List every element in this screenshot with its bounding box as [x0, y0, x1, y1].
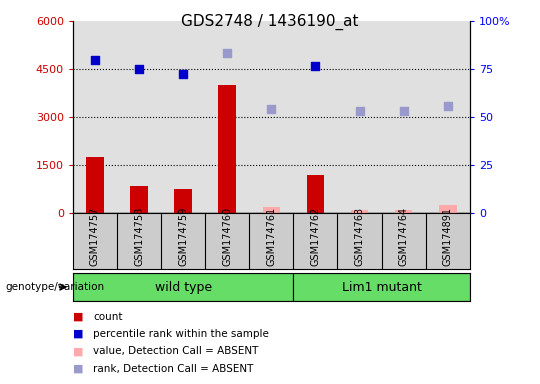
Bar	[439, 205, 456, 213]
Bar	[86, 157, 104, 213]
Text: GSM174764: GSM174764	[399, 207, 409, 266]
Point	[179, 71, 187, 77]
Point	[135, 66, 144, 72]
Text: GSM174760: GSM174760	[222, 207, 232, 266]
Text: GSM174758: GSM174758	[134, 207, 144, 266]
Bar	[395, 210, 413, 213]
Text: ■: ■	[73, 329, 83, 339]
Point	[311, 63, 320, 69]
Text: GSM174759: GSM174759	[178, 207, 188, 266]
Text: GSM174891: GSM174891	[443, 207, 453, 266]
Text: genotype/variation: genotype/variation	[5, 282, 105, 292]
Point	[399, 108, 408, 114]
Point	[443, 103, 452, 109]
Text: value, Detection Call = ABSENT: value, Detection Call = ABSENT	[93, 346, 259, 356]
Bar	[218, 85, 236, 213]
Text: wild type: wild type	[154, 281, 212, 293]
Bar	[293, 273, 470, 301]
Bar	[307, 175, 324, 213]
Bar	[351, 210, 368, 213]
Bar	[130, 186, 148, 213]
Point	[355, 108, 364, 114]
Bar	[262, 207, 280, 213]
Text: ■: ■	[73, 346, 83, 356]
Bar	[73, 273, 293, 301]
Text: GSM174762: GSM174762	[310, 207, 320, 266]
Text: GSM174761: GSM174761	[266, 207, 276, 266]
Text: count: count	[93, 312, 123, 322]
Point	[91, 56, 99, 63]
Text: GDS2748 / 1436190_at: GDS2748 / 1436190_at	[181, 13, 359, 30]
Text: ■: ■	[73, 364, 83, 374]
Bar	[174, 189, 192, 213]
Text: percentile rank within the sample: percentile rank within the sample	[93, 329, 269, 339]
Text: ■: ■	[73, 312, 83, 322]
Point	[223, 50, 232, 56]
Text: GSM174757: GSM174757	[90, 207, 100, 266]
Text: Lim1 mutant: Lim1 mutant	[342, 281, 422, 293]
Text: rank, Detection Call = ABSENT: rank, Detection Call = ABSENT	[93, 364, 254, 374]
Text: GSM174763: GSM174763	[355, 207, 365, 266]
Point	[267, 106, 275, 112]
